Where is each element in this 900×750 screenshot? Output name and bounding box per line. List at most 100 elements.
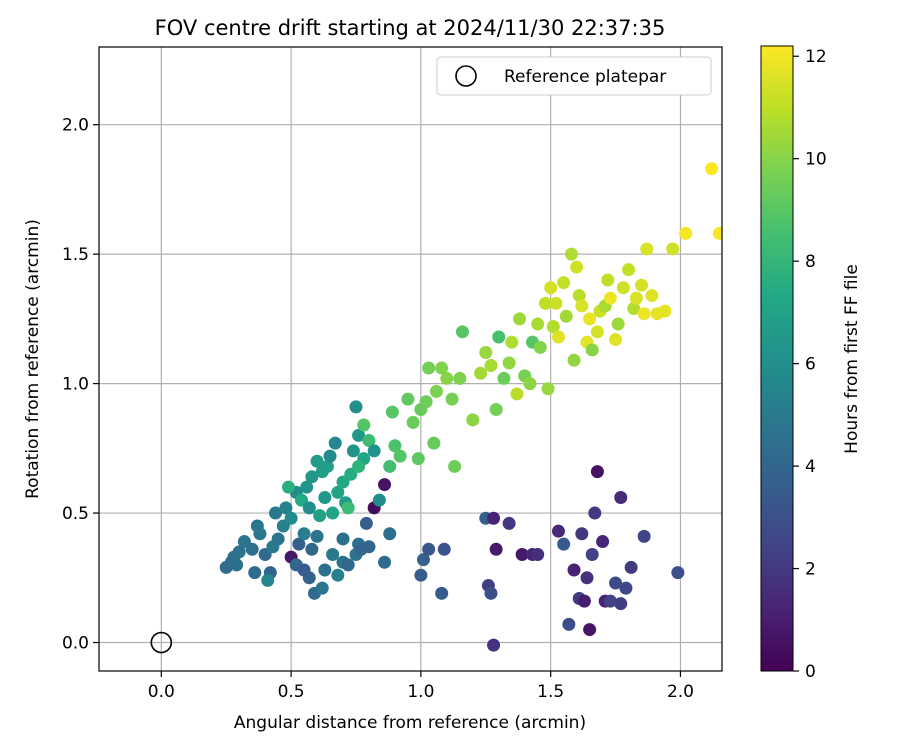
data-point [515,547,529,561]
data-point [557,276,571,290]
data-point [502,356,516,370]
data-point [585,547,599,561]
data-point [658,304,672,318]
data-point [310,529,324,543]
data-point [385,405,399,419]
data-point [406,415,420,429]
data-point [427,436,441,450]
data-point [505,335,519,349]
x-tick-label: 0.0 [148,682,175,702]
colorbar-label: Hours from first FF file [842,264,862,454]
data-point [284,511,298,525]
data-point [640,242,654,256]
data-point [305,542,319,556]
data-point [318,491,332,505]
data-point [671,566,685,580]
data-point [378,478,392,492]
data-point [401,392,415,406]
data-point [492,330,506,344]
data-points [219,162,722,652]
data-point [616,281,630,295]
data-point [497,371,511,385]
grid-lines [99,47,722,671]
x-tick-label: 1.0 [407,682,434,702]
data-point [546,320,560,334]
x-tick-label: 0.5 [278,682,305,702]
data-point [248,566,262,580]
data-point [359,516,373,530]
data-point [619,581,633,595]
data-point [300,480,314,494]
data-point [448,459,462,473]
data-point [567,563,581,577]
legend-marker-icon [455,65,477,87]
data-point [328,436,342,450]
data-point [310,454,324,468]
data-point [305,470,319,484]
data-point [453,371,467,385]
data-point [487,511,501,525]
colorbar-tick-label: 12 [805,47,827,67]
data-point [435,586,449,600]
data-point [484,586,498,600]
data-point [474,366,488,380]
data-point [230,558,244,572]
data-point [336,532,350,546]
data-point [352,459,366,473]
x-axis-ticks: 0.0 0.5 1.0 1.5 2.0 [148,671,694,702]
data-point [315,581,329,595]
data-point [313,509,327,523]
data-point [523,377,537,391]
data-point [429,384,443,398]
data-point [627,302,641,316]
data-point [320,459,334,473]
x-axis-label: Angular distance from reference (arcmin) [234,713,586,733]
data-point [588,506,602,520]
colorbar-tick-label: 2 [805,560,816,580]
data-point [484,358,498,372]
colorbar-tick-label: 6 [805,355,816,375]
data-point [302,571,316,585]
data-point [538,296,552,310]
data-point [596,535,610,549]
colorbar-ticks: 0 2 4 6 8 10 12 [793,47,827,682]
data-point [232,545,246,559]
data-point [635,278,649,292]
data-point [326,547,340,561]
data-point [637,529,651,543]
data-point [416,553,430,567]
legend-box [436,56,712,96]
data-point [577,594,591,608]
colorbar-tick-label: 10 [805,150,827,170]
data-point [603,594,617,608]
data-point [419,395,433,409]
data-point [455,325,469,339]
data-point [466,413,480,427]
data-point [487,638,501,652]
data-point [666,242,680,256]
data-point [622,263,636,277]
data-point [281,480,295,494]
data-point [583,623,597,637]
data-point [679,226,693,240]
data-point [544,281,558,295]
y-tick-label: 2.0 [62,116,89,136]
data-point [292,537,306,551]
data-point [323,449,337,463]
data-point [549,296,563,310]
data-point [302,501,316,515]
data-point [513,312,527,326]
data-point [611,317,625,331]
y-tick-label: 1.5 [62,245,89,265]
data-point [362,540,376,554]
data-point [341,501,355,515]
data-point [297,527,311,541]
data-point [609,576,623,590]
data-point [279,501,293,515]
data-point [575,527,589,541]
colorbar: 0 2 4 6 8 10 12 Hours from first FF file [760,45,862,682]
data-point [580,571,594,585]
colorbar-tick-label: 0 [805,662,816,682]
data-point [411,452,425,466]
data-point [331,485,345,499]
